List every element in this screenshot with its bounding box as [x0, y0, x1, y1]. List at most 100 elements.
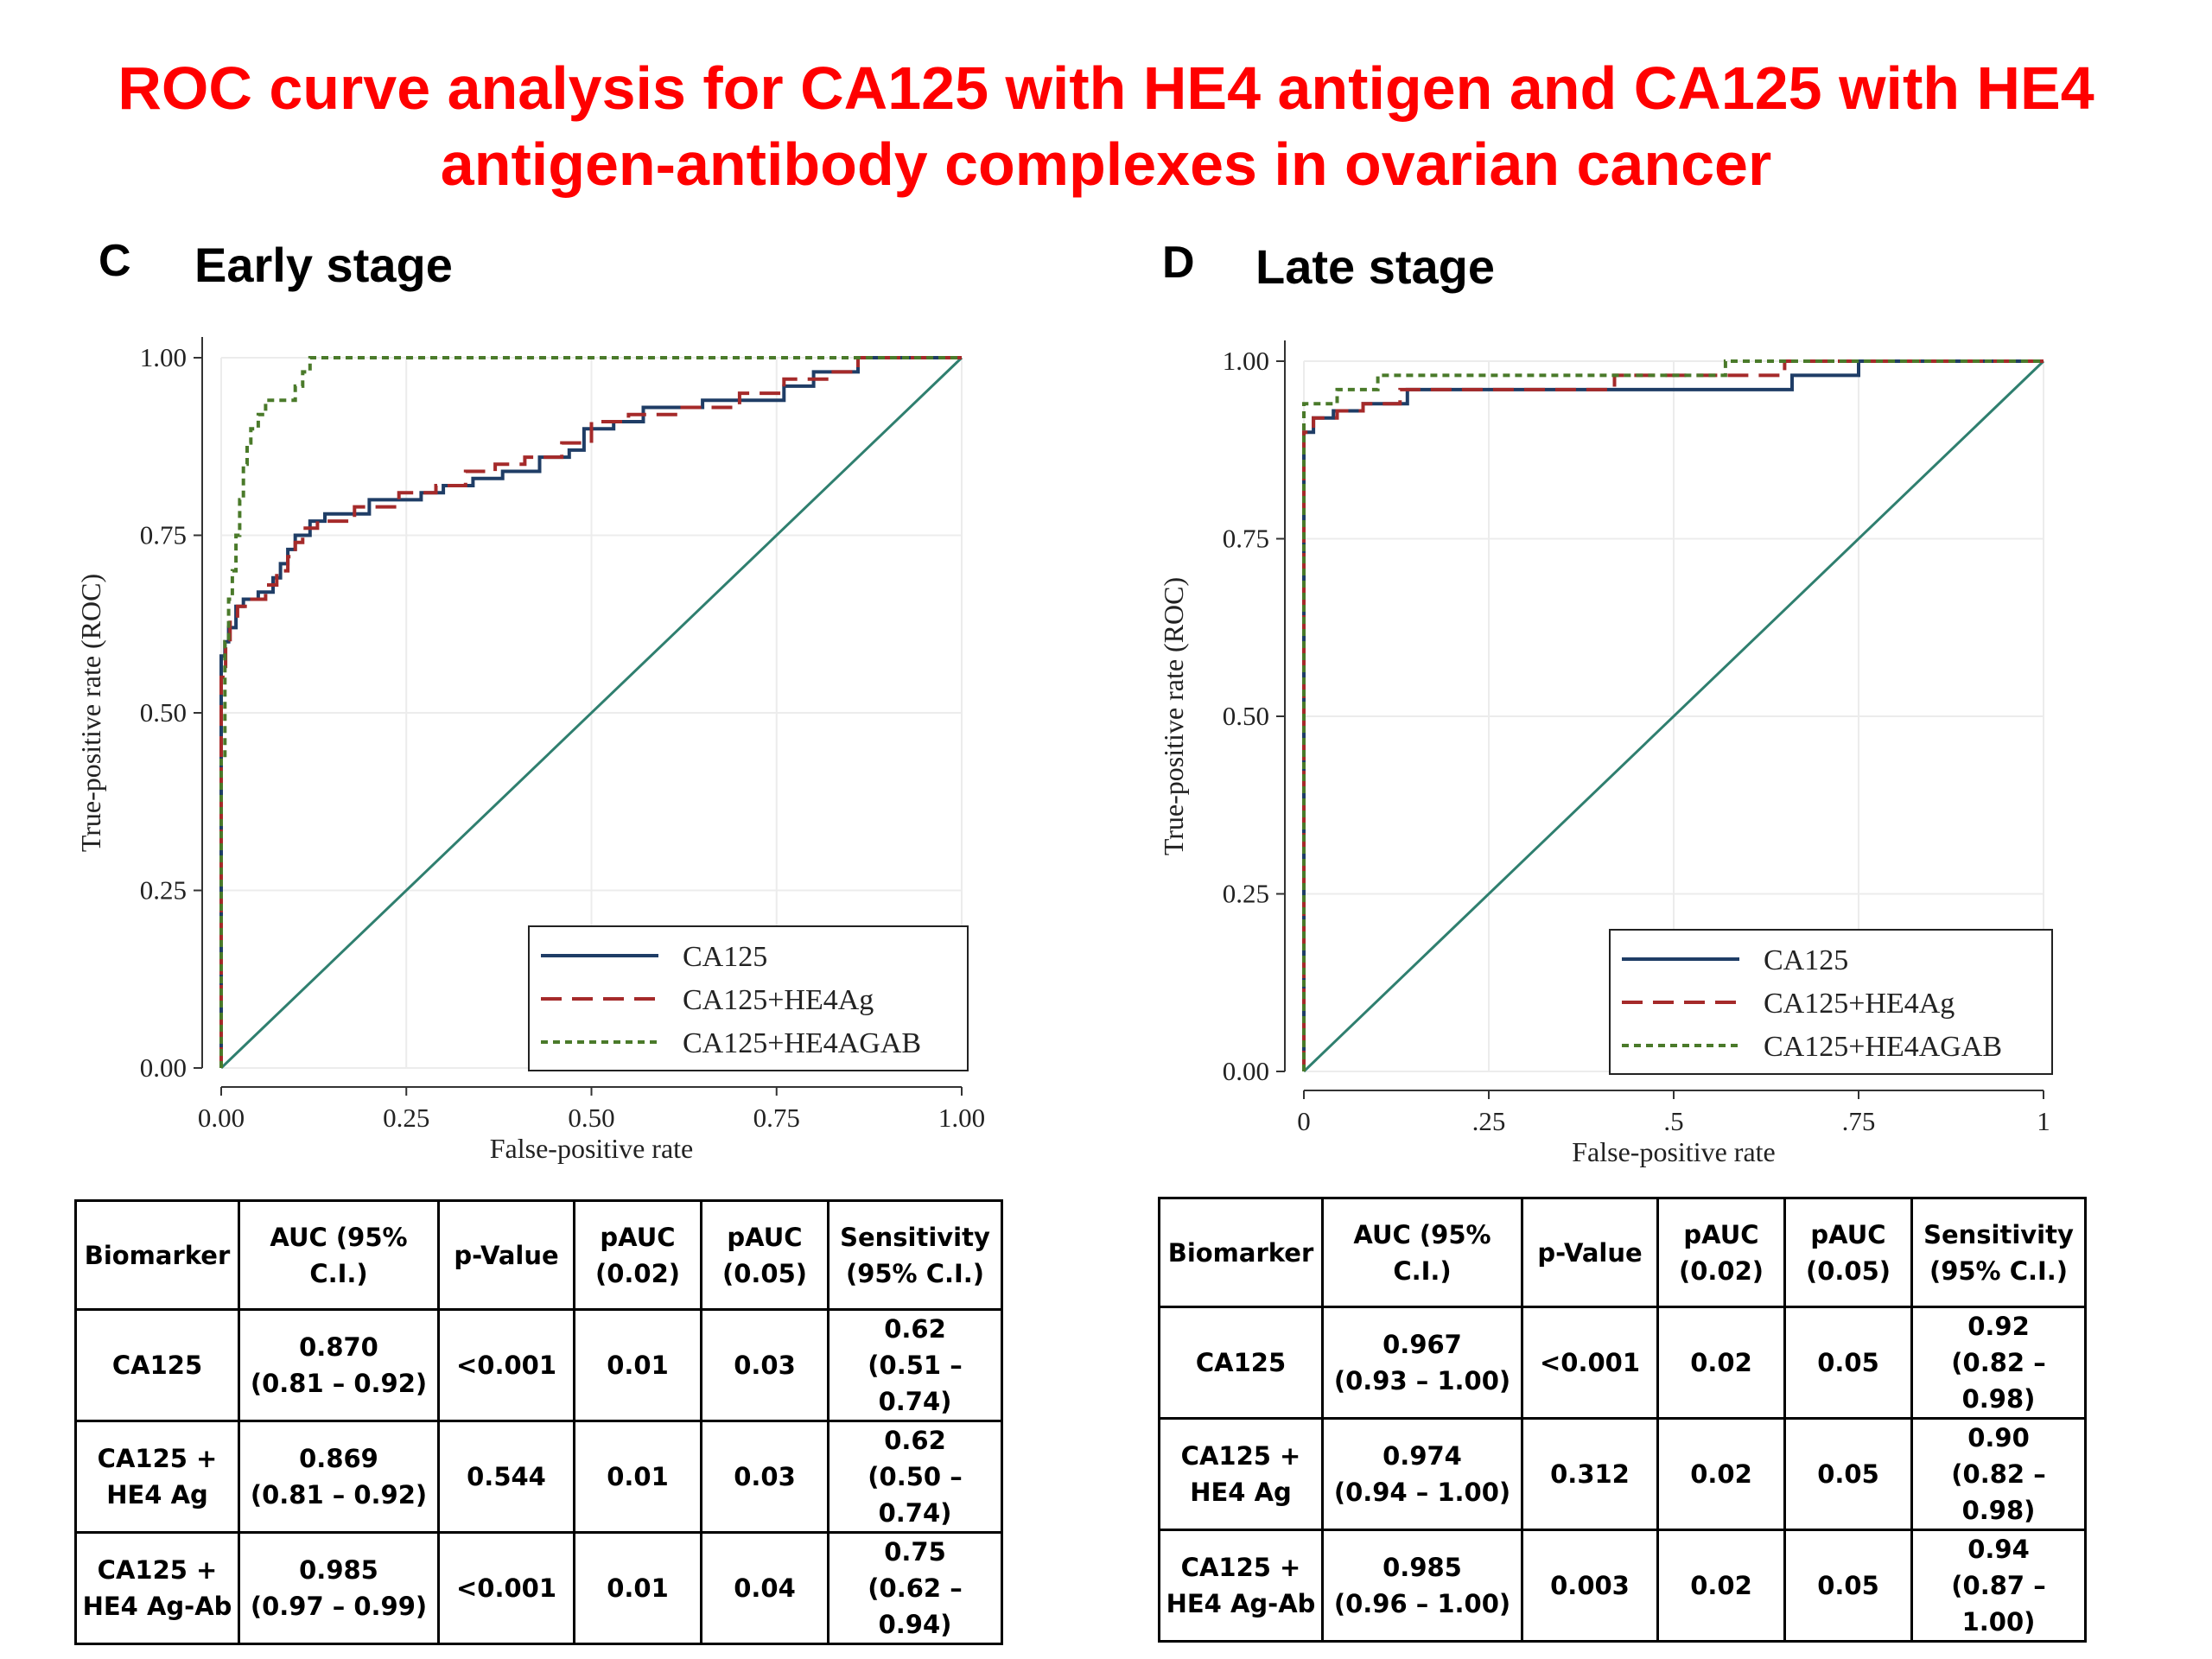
y-tick-label: 0.25 — [140, 875, 187, 906]
sensitivity-value: 0.92 — [1967, 1312, 2030, 1341]
table-header-row: Biomarker AUC (95% C.I.) p-Value pAUC (0… — [1158, 1197, 2087, 1308]
pauc-002-cell: 0.02 — [1656, 1306, 1786, 1420]
y-axis-label: True-positive rate (ROC) — [1158, 577, 1189, 855]
pauc-002-cell: 0.01 — [573, 1420, 702, 1534]
table-row: CA125 + HE4 Ag 0.974 (0.94 – 1.00) 0.312 0… — [1158, 1417, 2087, 1531]
auc-cell: 0.985 (0.96 – 1.00) — [1321, 1529, 1523, 1643]
auc-cell: 0.974 (0.94 – 1.00) — [1321, 1417, 1523, 1531]
x-tick-label: .5 — [1663, 1106, 1683, 1136]
sensitivity-ci: (0.82 – 0.98) — [1951, 1348, 2046, 1414]
header-cell: Biomarker — [1158, 1197, 1324, 1308]
auc-cell: 0.985 (0.97 – 0.99) — [238, 1531, 440, 1645]
y-tick-label: 0.50 — [140, 697, 187, 728]
header-cell: Biomarker — [74, 1199, 240, 1311]
x-axis-label: False-positive rate — [1572, 1136, 1775, 1167]
biomarker-cell: CA125 + HE4 Ag-Ab — [1158, 1529, 1324, 1643]
sensitivity-cell: 0.92 (0.82 – 0.98) — [1910, 1306, 2087, 1420]
title-line-2: antigen-antibody complexes in ovarian ca… — [440, 130, 1772, 198]
header-cell: pAUC (0.02) — [1656, 1197, 1786, 1308]
sensitivity-ci: (0.62 – 0.94) — [868, 1573, 963, 1639]
auc-ci: (0.93 – 1.00) — [1333, 1366, 1511, 1395]
x-tick-label: 0.50 — [568, 1103, 614, 1133]
auc-value: 0.967 — [1382, 1330, 1462, 1359]
auc-value: 0.869 — [299, 1444, 378, 1473]
pauc-005-cell: 0.05 — [1783, 1306, 1913, 1420]
legend-label: CA125+HE4Ag — [683, 984, 874, 1016]
biomarker-cell: CA125 — [1158, 1306, 1324, 1420]
sensitivity-cell: 0.62 (0.51 – 0.74) — [827, 1308, 1003, 1422]
table-row: CA125 0.967 (0.93 – 1.00) <0.001 0.02 0.0… — [1158, 1306, 2087, 1420]
y-tick-label: 0.00 — [1223, 1056, 1269, 1086]
roc-plot-early: 0.00 0.00 0.25 0.25 0.50 0.50 0.75 0.75 1.00 1.00… — [75, 337, 985, 1164]
panel-letter-d: D — [1162, 238, 1195, 288]
reference-diagonal-line — [219, 356, 963, 1070]
header-cell: AUC (95% C.I.) — [1321, 1197, 1523, 1308]
p-value-cell: 0.312 — [1521, 1417, 1659, 1531]
panel-title-early: Early stage — [194, 238, 453, 292]
biomarker-line-2: HE4 Ag — [106, 1480, 208, 1510]
pauc-005-cell: 0.03 — [700, 1420, 830, 1534]
table-row: CA125 + HE4 Ag-Ab 0.985 (0.97 – 0.99) <0.0… — [74, 1531, 1003, 1645]
sensitivity-ci: (0.87 – 1.00) — [1951, 1571, 2046, 1637]
x-tick-label: 0.00 — [198, 1103, 245, 1133]
title-line-1: ROC curve analysis for CA125 with HE4 an… — [118, 54, 2094, 122]
biomarker-line-2: HE4 Ag — [1190, 1478, 1292, 1507]
x-tick-label: 0.75 — [753, 1103, 800, 1133]
auc-cell: 0.967 (0.93 – 1.00) — [1321, 1306, 1523, 1420]
legend-box — [528, 925, 969, 1071]
y-tick-label: 1.00 — [1223, 346, 1269, 376]
p-value-cell: <0.001 — [437, 1308, 575, 1422]
legend-label: CA125 — [1764, 944, 1848, 976]
page-title: ROC curve analysis for CA125 with HE4 an… — [0, 50, 2212, 202]
p-value-cell: <0.001 — [1521, 1306, 1659, 1420]
auc-cell: 0.870 (0.81 – 0.92) — [238, 1308, 440, 1422]
sensitivity-value: 0.75 — [884, 1537, 946, 1567]
y-tick-label: 0.50 — [1223, 701, 1269, 731]
biomarker-cell: CA125 + HE4 Ag — [1158, 1417, 1324, 1531]
pauc-002-cell: 0.01 — [573, 1308, 702, 1422]
stats-table-early: Biomarker AUC (95% C.I.) p-Value pAUC (0… — [74, 1199, 1003, 1645]
x-tick-label: 1 — [2037, 1106, 2050, 1136]
legend-label: CA125 — [683, 941, 767, 973]
y-tick-label: 0.75 — [1223, 524, 1269, 554]
sensitivity-cell: 0.94 (0.87 – 1.00) — [1910, 1529, 2087, 1643]
auc-value: 0.870 — [299, 1332, 378, 1362]
table-header-row: Biomarker AUC (95% C.I.) p-Value pAUC (0… — [74, 1199, 1003, 1311]
header-cell: p-Value — [437, 1199, 575, 1311]
biomarker-line-1: CA125 + — [1180, 1441, 1301, 1471]
roc-line-ca125-he4ag — [1302, 359, 2044, 1071]
roc-plot-late: 0.00 0 0.25 .25 0.50 .5 0.75 .75 1.00 1 False-posi… — [1158, 340, 2053, 1167]
biomarker-line-1: CA125 + — [97, 1555, 218, 1585]
header-cell: p-Value — [1521, 1197, 1659, 1308]
y-tick-label: 0.25 — [1223, 879, 1269, 909]
sensitivity-cell: 0.75 (0.62 – 0.94) — [827, 1531, 1003, 1645]
biomarker-line-2: HE4 Ag-Ab — [82, 1592, 232, 1621]
sensitivity-value: 0.90 — [1967, 1423, 2030, 1452]
pauc-002-cell: 0.02 — [1656, 1529, 1786, 1643]
table-row: CA125 + HE4 Ag-Ab 0.985 (0.96 – 1.00) 0.00… — [1158, 1529, 2087, 1643]
header-cell: pAUC (0.02) — [573, 1199, 702, 1311]
auc-ci: (0.81 – 0.92) — [250, 1369, 428, 1398]
header-cell: pAUC (0.05) — [1783, 1197, 1913, 1308]
pauc-005-cell: 0.05 — [1783, 1529, 1913, 1643]
header-cell: Sensitivity (95% C.I.) — [1910, 1197, 2087, 1308]
legend-box — [1609, 929, 2053, 1075]
table-row: CA125 0.870 (0.81 – 0.92) <0.001 0.01 0.0… — [74, 1308, 1003, 1422]
biomarker-cell: CA125 + HE4 Ag-Ab — [74, 1531, 240, 1645]
biomarker-cell: CA125 — [74, 1308, 240, 1422]
biomarker-line-1: CA125 + — [1180, 1553, 1301, 1582]
auc-value: 0.985 — [299, 1555, 378, 1585]
auc-ci: (0.96 – 1.00) — [1333, 1589, 1511, 1618]
pauc-005-cell: 0.04 — [700, 1531, 830, 1645]
p-value-cell: 0.003 — [1521, 1529, 1659, 1643]
x-tick-label: .25 — [1472, 1106, 1506, 1136]
y-tick-label: 0.75 — [140, 520, 187, 550]
auc-ci: (0.97 – 0.99) — [250, 1592, 428, 1621]
pauc-002-cell: 0.02 — [1656, 1417, 1786, 1531]
auc-value: 0.985 — [1382, 1553, 1462, 1582]
pauc-005-cell: 0.03 — [700, 1308, 830, 1422]
panel-letter-c: C — [99, 236, 131, 286]
auc-cell: 0.869 (0.81 – 0.92) — [238, 1420, 440, 1534]
pauc-005-cell: 0.05 — [1783, 1417, 1913, 1531]
table-row: CA125 + HE4 Ag 0.869 (0.81 – 0.92) 0.544 0… — [74, 1420, 1003, 1534]
